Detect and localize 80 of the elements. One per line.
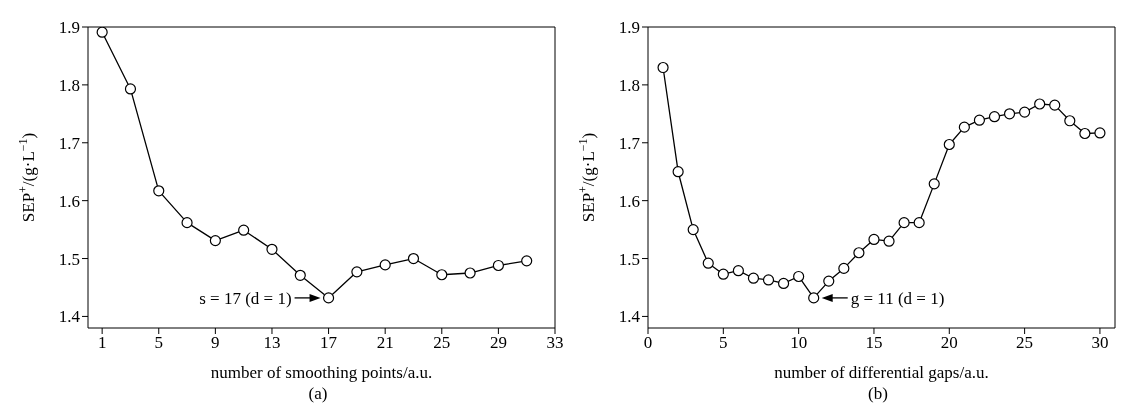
x-tick-label: 30 (1091, 333, 1109, 353)
point (1064, 115, 1076, 127)
point (294, 269, 306, 281)
x-tick-label: 20 (940, 333, 958, 353)
x-tick-label: 5 (719, 333, 728, 353)
point (1049, 99, 1061, 111)
point (1079, 127, 1091, 140)
y-tick-label: 1.8 (58, 75, 80, 95)
point (492, 259, 504, 272)
y-tick-label: 1.8 (618, 75, 640, 95)
x-tick-label: 0 (643, 333, 653, 353)
y-tick-label: 1.6 (618, 191, 640, 211)
y-tick-label: 1.5 (618, 249, 640, 269)
point (1034, 98, 1046, 110)
point (928, 178, 940, 190)
point (973, 114, 986, 126)
point (153, 185, 165, 197)
point (672, 166, 684, 178)
x-tick-label: 15 (865, 333, 883, 353)
point (808, 292, 820, 304)
x-tick-label: 13 (263, 333, 281, 353)
point (266, 243, 278, 255)
point (838, 262, 850, 274)
y-tick-label: 1.7 (58, 133, 81, 153)
point (898, 217, 910, 229)
y-tick-label: 1.6 (58, 191, 80, 211)
point (958, 121, 970, 133)
point (853, 247, 865, 259)
y-tick-label: 1.5 (58, 249, 80, 269)
y-tick-label: 1.4 (58, 307, 81, 327)
text: (a) (307, 384, 329, 404)
point (238, 224, 250, 236)
point (883, 235, 895, 247)
x-tick-label: 21 (376, 333, 394, 353)
point (988, 111, 1001, 123)
point (747, 272, 760, 284)
point (717, 268, 729, 280)
point (1003, 108, 1016, 120)
point (913, 217, 925, 229)
point (209, 234, 221, 247)
point (379, 259, 391, 271)
y-tick-label: 1.9 (58, 18, 80, 38)
point (687, 224, 699, 236)
y-tick-label: 1.4 (618, 307, 641, 327)
point (351, 266, 363, 278)
point (823, 275, 835, 287)
x-tick-label: 5 (154, 333, 164, 353)
x-tick-label: 17 (320, 333, 338, 353)
point (1094, 127, 1106, 139)
point (124, 83, 137, 95)
point (657, 61, 669, 74)
x-tick-label: 9 (211, 333, 220, 353)
point (407, 252, 420, 265)
y-tick-label: 1.9 (618, 18, 640, 38)
x-axis-title: number of smoothing points/a.u. (210, 363, 433, 382)
x-tick-label: 1 (97, 333, 107, 353)
x-tick-label: 29 (489, 333, 507, 353)
point (702, 257, 714, 269)
x-tick-label: 25 (433, 333, 451, 353)
annotation: g = 11 (d = 1) (850, 288, 945, 308)
point (762, 274, 775, 286)
point (868, 233, 880, 246)
point (793, 270, 805, 283)
point (464, 267, 476, 279)
text: (b) (867, 384, 889, 404)
y-tick-label: 1.7 (618, 133, 641, 153)
x-axis-title: number of differential gaps/a.u. (774, 363, 989, 382)
point (1019, 106, 1031, 118)
x-tick-label: 33 (546, 333, 564, 353)
point (943, 138, 955, 151)
x-tick-label: 25 (1016, 333, 1034, 353)
point (322, 292, 335, 304)
point (181, 217, 193, 229)
point (521, 255, 533, 267)
x-tick-label: 10 (790, 333, 808, 353)
annotation: s = 17 (d = 1) (199, 288, 292, 308)
point (732, 265, 744, 277)
point (777, 277, 790, 290)
point (96, 27, 108, 38)
point (436, 269, 448, 281)
